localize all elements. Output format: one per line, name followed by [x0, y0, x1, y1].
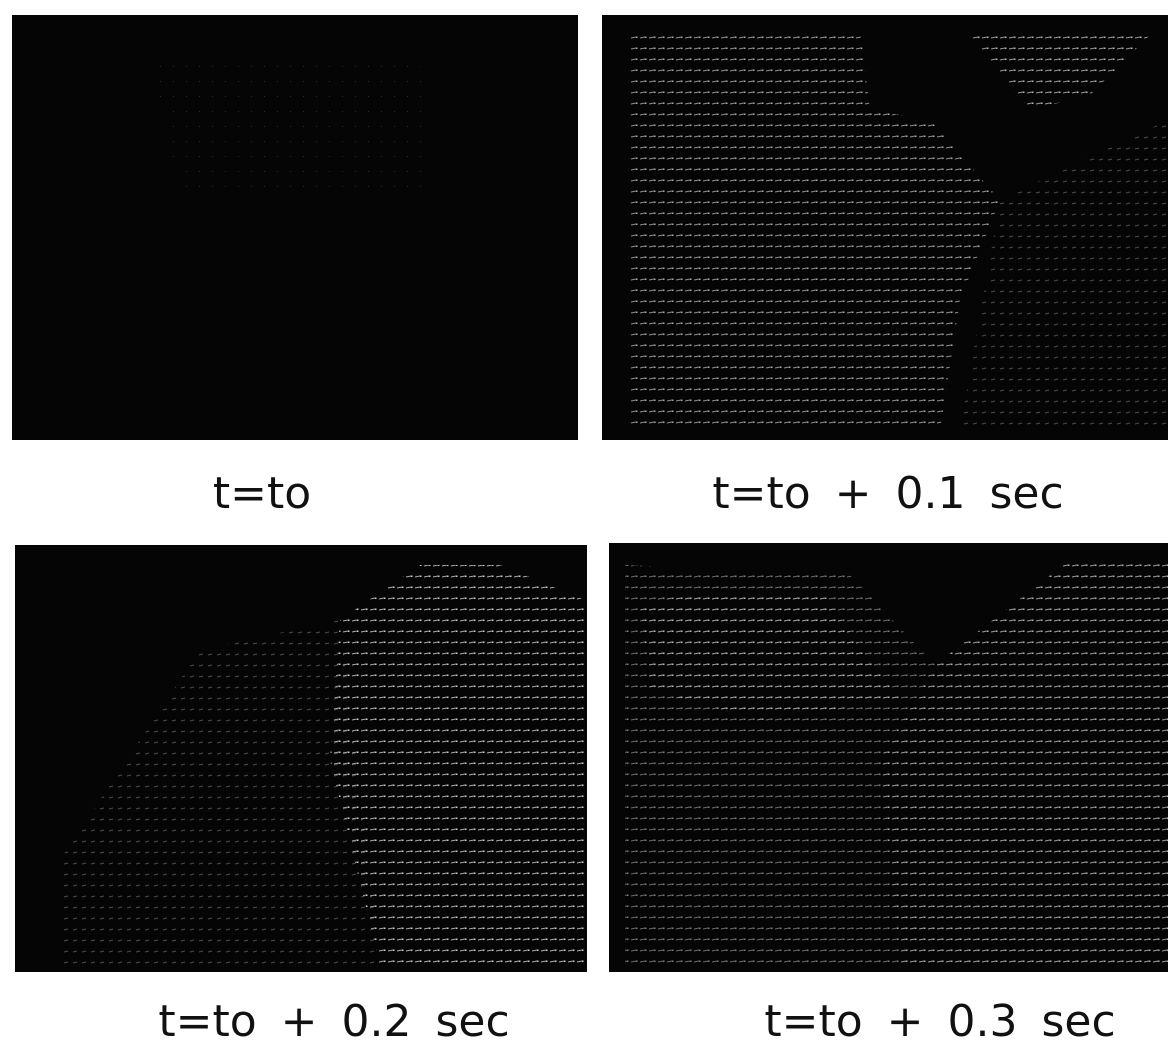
caption: t=to + 0.2 sec	[158, 996, 509, 1047]
caption: t=to	[213, 468, 311, 519]
caption: t=to + 0.1 sec	[712, 468, 1063, 519]
panel	[12, 15, 578, 440]
panel	[602, 15, 1168, 440]
figure: t=to t=to + 0.1 sec t=to + 0.2 sec t=to …	[0, 0, 1168, 1049]
panel	[609, 543, 1168, 972]
vector-field	[150, 60, 430, 200]
panel	[15, 545, 587, 972]
page: t=to t=to + 0.1 sec t=to + 0.2 sec t=to …	[0, 0, 1168, 1049]
caption: t=to + 0.3 sec	[764, 996, 1115, 1047]
